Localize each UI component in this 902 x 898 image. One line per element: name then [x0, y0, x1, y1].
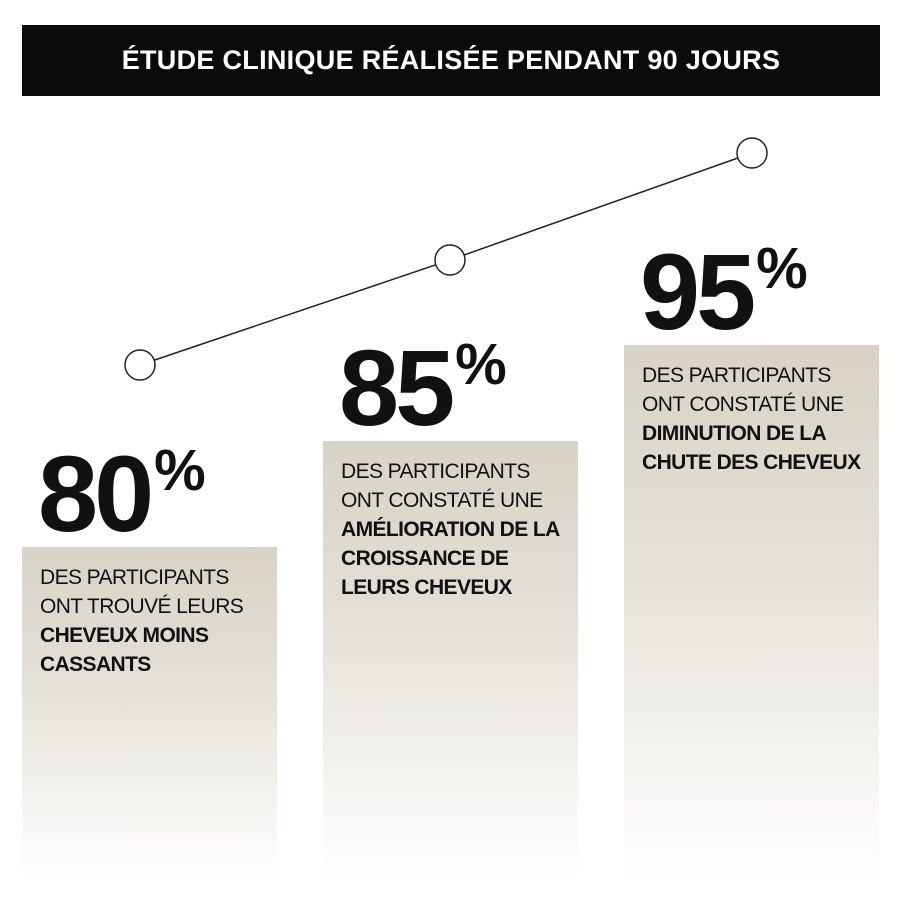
highlight: DIMINUTION DE LA CHUTE DES CHEVEUX: [642, 422, 861, 474]
node: [736, 137, 768, 169]
stat-text: DES PARTICIPANTS ONT CONSTATÉ UNE AMÉLIO…: [323, 441, 578, 602]
text: DES PARTICIPANTS ONT CONSTATÉ UNE: [642, 364, 844, 416]
stat-text: DES PARTICIPANTS ONT TROUVÉ LEURS CHEVEU…: [22, 547, 277, 679]
stat-box: DES PARTICIPANTS ONT CONSTATÉ UNE AMÉLIO…: [323, 441, 578, 880]
unit: %: [756, 236, 808, 301]
text: DES PARTICIPANTS ONT CONSTATÉ UNE: [341, 460, 543, 512]
stat-value: 95%: [640, 238, 808, 346]
unit: %: [455, 332, 507, 397]
highlight: AMÉLIORATION DE LA CROISSANCE DE LEURS C…: [341, 518, 559, 599]
stat: 80% DES PARTICIPANTS ONT TROUVÉ LEURS CH…: [22, 430, 277, 880]
stat: 95% DES PARTICIPANTS ONT CONSTATÉ UNE DI…: [624, 228, 879, 880]
text: DES PARTICIPANTS ONT TROUVÉ LEURS: [40, 566, 244, 618]
node: [124, 349, 156, 381]
stat-box: DES PARTICIPANTS ONT TROUVÉ LEURS CHEVEU…: [22, 547, 277, 880]
node: [434, 244, 466, 276]
number: 85: [339, 327, 455, 448]
stat: 85% DES PARTICIPANTS ONT CONSTATÉ UNE AM…: [323, 324, 578, 880]
stat-value: 85%: [339, 334, 507, 442]
title: ÉTUDE CLINIQUE RÉALISÉE PENDANT 90 JOURS: [121, 45, 781, 75]
number: 80: [38, 433, 154, 554]
highlight: CHEVEUX MOINS CASSANTS: [40, 624, 209, 676]
stat-text: DES PARTICIPANTS ONT CONSTATÉ UNE DIMINU…: [624, 345, 879, 477]
number: 95: [640, 231, 756, 352]
stat-value: 80%: [38, 440, 206, 548]
unit: %: [154, 438, 206, 503]
stat-box: DES PARTICIPANTS ONT CONSTATÉ UNE DIMINU…: [624, 345, 879, 880]
header: ÉTUDE CLINIQUE RÉALISÉE PENDANT 90 JOURS: [22, 25, 880, 96]
